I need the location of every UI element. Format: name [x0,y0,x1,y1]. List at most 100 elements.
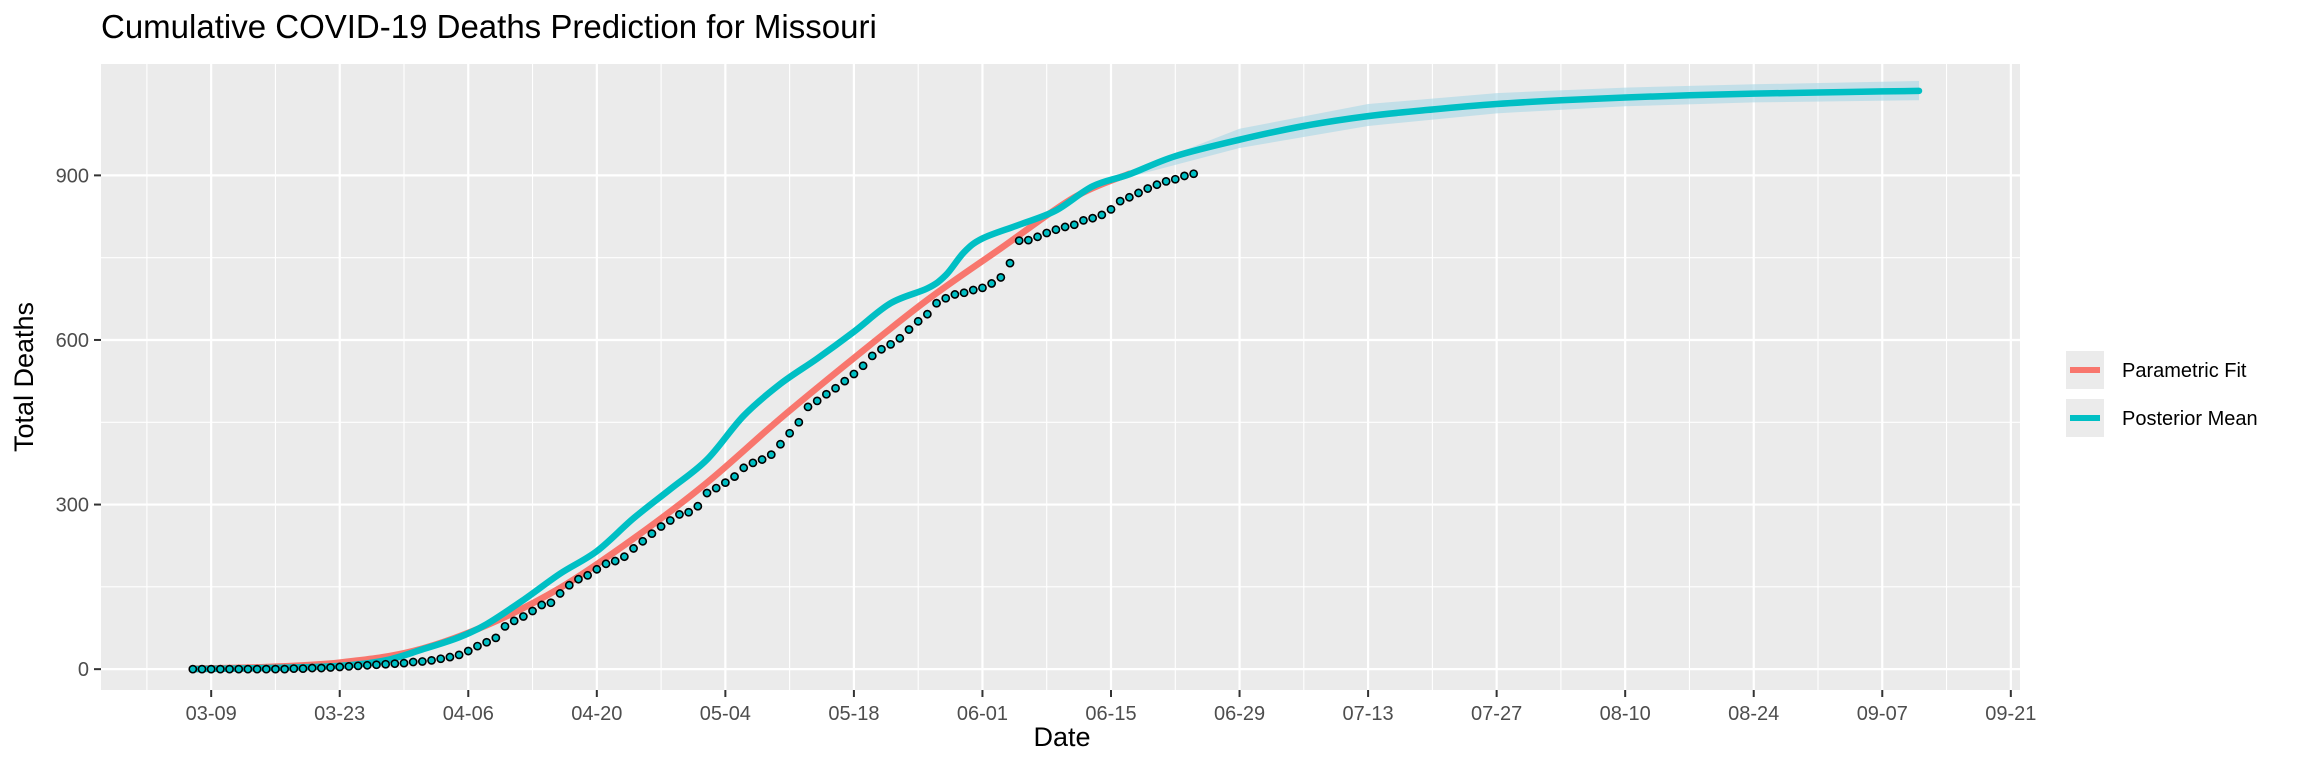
y-tick-label: 900 [56,165,89,187]
observed-point [1143,184,1153,193]
observed-point [206,664,216,674]
observed-point [840,376,850,386]
x-tick-label: 06-15 [1085,703,1136,725]
observed-point [1042,228,1052,238]
observed-point [776,439,785,449]
series-line-posterior-mean [189,87,1923,673]
observed-point [941,293,951,303]
observed-point [537,600,547,610]
observed-point [812,396,822,406]
x-tick-label: 09-07 [1857,703,1908,725]
observed-point [968,285,978,295]
observed-point [436,654,446,664]
y-tick-label: 0 [78,659,89,681]
observed-point [932,298,941,308]
x-tick-label: 08-10 [1600,703,1651,725]
observed-point [675,510,684,519]
observed-point [757,455,767,464]
observed-point [298,664,308,674]
observed-point [684,507,694,517]
observed-point [950,290,960,299]
observed-point [619,552,629,562]
x-tick-label: 05-18 [828,703,879,725]
observed-point [316,663,326,673]
x-tick-label: 08-24 [1728,703,1779,725]
observed-point [399,658,409,668]
x-tick-label: 04-20 [571,703,622,725]
observed-point [711,483,721,493]
observed-point [959,288,969,298]
observed-point [895,333,905,343]
x-tick-label: 03-09 [186,703,237,725]
observed-point [996,273,1006,282]
observed-point [427,655,436,665]
observed-point [546,598,556,608]
observed-point [372,660,381,670]
observed-point [877,344,886,354]
observed-point [1023,235,1033,245]
observed-point [1088,213,1098,223]
observed-point [197,664,207,674]
x-tick-label: 07-27 [1471,703,1522,725]
observed-point [583,570,593,580]
observed-point [491,633,501,643]
observed-point [1124,192,1134,202]
observed-point [978,283,987,293]
x-tick-label: 06-29 [1214,703,1265,725]
observed-point [803,402,813,412]
observed-point [720,478,730,488]
y-axis-ticks: 0 300 600 900 [56,165,101,681]
observed-point [188,664,198,674]
x-tick-label: 06-01 [957,703,1008,725]
observed-point [234,664,244,674]
observed-point [225,664,234,674]
observed-point [748,458,758,468]
observed-point [271,664,280,674]
observed-point [381,659,391,669]
observed-point [1033,232,1042,242]
x-tick-label: 07-13 [1343,703,1394,725]
observed-point [463,646,473,656]
x-axis-title: Date [1033,722,1090,752]
observed-point [564,580,574,590]
x-axis-ticks: 03-09 03-23 04-06 04-20 05-04 05-18 06-01 06-15… [186,690,2036,725]
x-tick-label: 03-23 [314,703,365,725]
observed-point [849,369,859,379]
series-line-parametric-fit [189,170,1133,672]
observed-point [261,664,271,674]
major-grid [101,64,2020,690]
observed-point [1106,204,1116,214]
observed-point [867,351,877,361]
x-tick-label: 09-21 [1985,703,2036,725]
observed-point [252,664,262,674]
observed-point [1180,171,1189,181]
observed-point [638,536,648,546]
observed-point [987,279,997,288]
observed-point [730,472,739,481]
observed-point [647,529,657,539]
observed-point [739,463,749,473]
observed-point [574,574,583,584]
minor-grid [101,64,2020,690]
observed-point [509,616,519,626]
x-tick-label: 05-04 [700,703,751,725]
observed-point [858,361,868,371]
observed-point [307,663,317,673]
observed-point [417,657,427,666]
y-tick-label: 600 [56,330,89,352]
observed-point [454,650,464,660]
observed-point [886,339,896,349]
observed-point [656,522,666,531]
legend-label-posterior-mean: Posterior Mean [2122,408,2258,430]
observed-point [766,450,776,460]
observed-point [1161,177,1171,186]
observed-point [280,664,290,674]
observed-point [785,428,795,438]
observed-point [922,309,932,319]
observed-point [528,606,537,616]
observed-point [601,559,611,569]
observed-point [289,664,299,674]
observed-point [353,661,363,671]
chart-title: Cumulative COVID-19 Deaths Prediction fo… [101,8,877,45]
observed-point [215,664,225,674]
